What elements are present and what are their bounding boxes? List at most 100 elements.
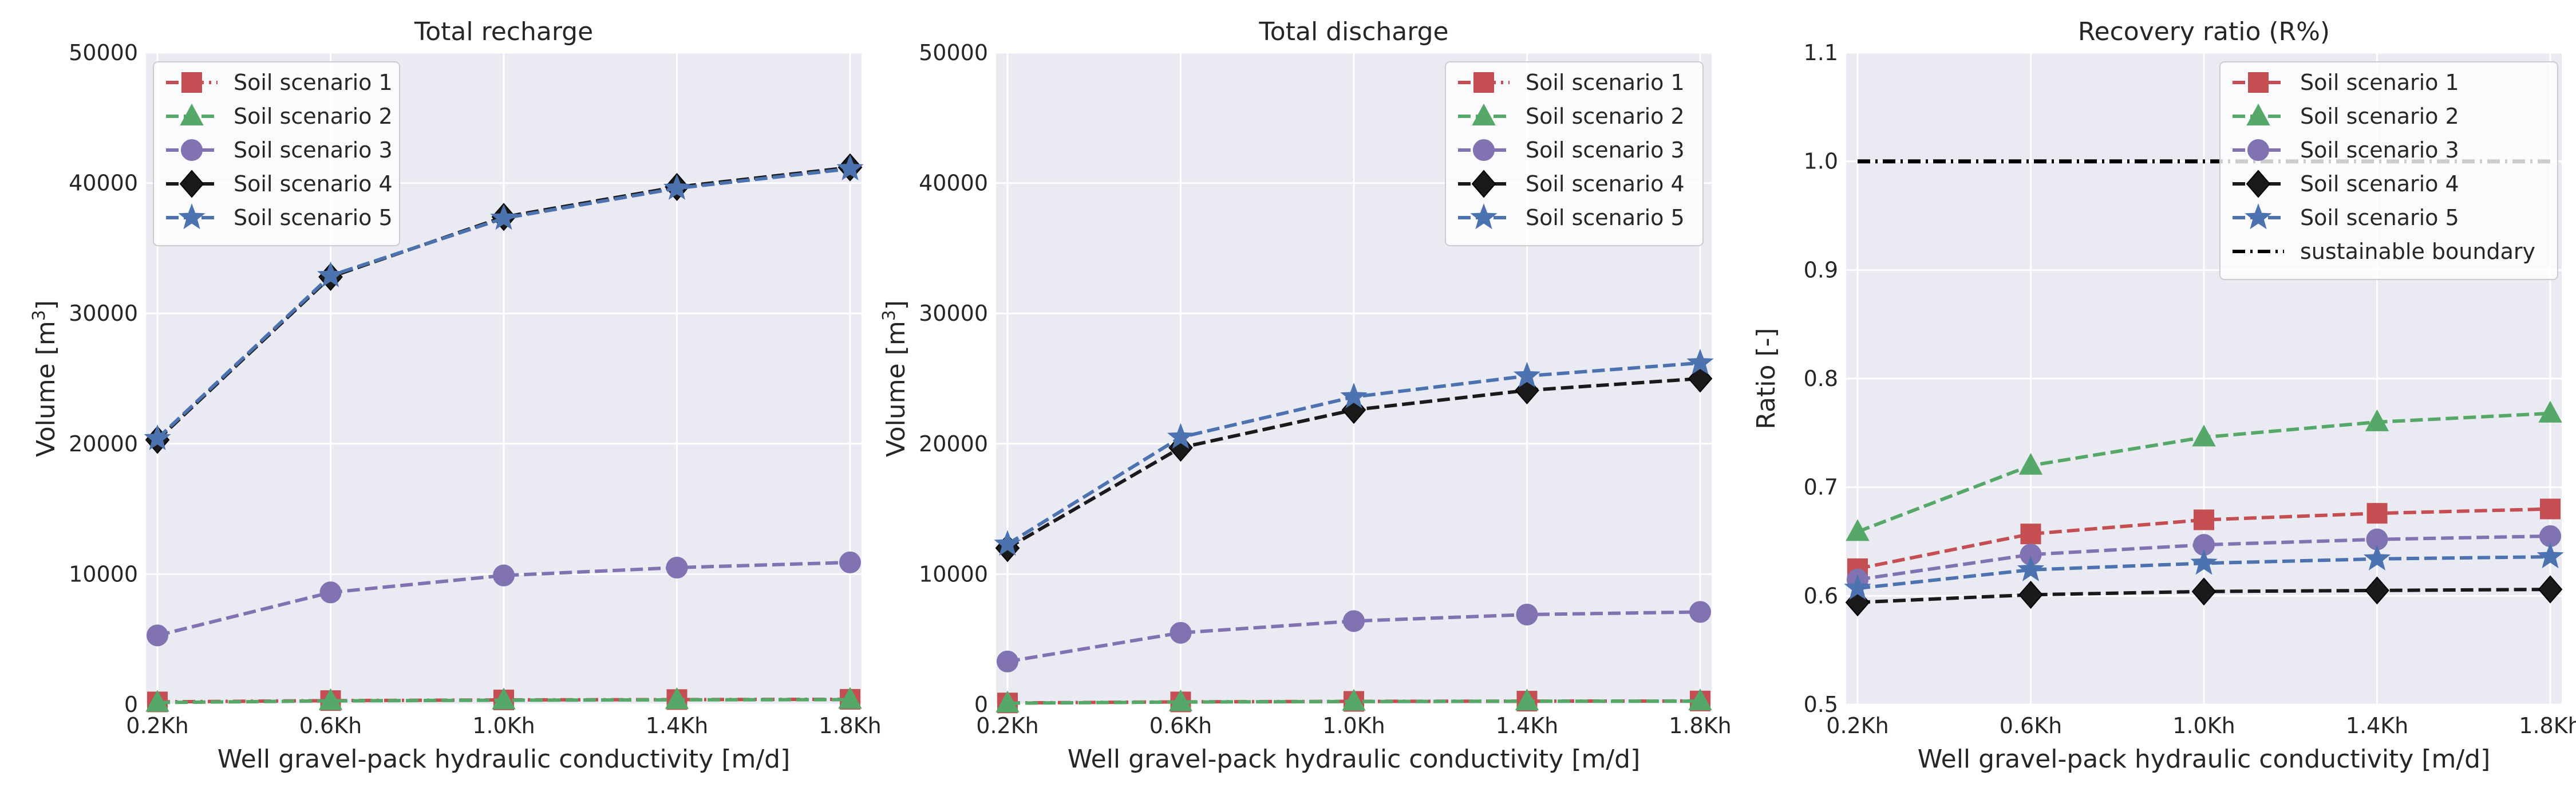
chart-3-xtick-label: 0.2Kh <box>1826 713 1888 738</box>
chart-3-ytick-label: 0.8 <box>1804 366 1838 391</box>
chart-2-series-5 <box>994 348 1714 556</box>
chart-1-legend-marker <box>180 103 204 125</box>
chart-3-ytick-label: 0.6 <box>1804 583 1838 608</box>
chart-3-legend-label: Soil scenario 2 <box>2300 104 2459 129</box>
chart-3-series-2-point <box>2018 452 2043 475</box>
chart-3-ylabel: Ratio [-] <box>1752 328 1781 429</box>
chart-3-series-2 <box>1846 400 2562 541</box>
chart-3-xlabel: Well gravel-pack hydraulic conductivity … <box>1918 745 2491 774</box>
chart-1-series-3-point <box>319 581 342 604</box>
chart-1-series-3-point <box>666 557 688 579</box>
chart-3-legend-label: sustainable boundary <box>2300 239 2535 264</box>
chart-3: 0.5 0.6 0.7 0.8 0.9 1.0 1.1 0.2Kh 0.6Kh 1.0Kh 1.4K… <box>1752 17 2576 774</box>
chart-1-legend-label: Soil scenario 1 <box>234 70 393 95</box>
chart-3-xtick-label: 0.6Kh <box>2000 713 2062 738</box>
chart-3-legend-label: Soil scenario 5 <box>2300 205 2459 230</box>
chart-3-ytick-label: 1.0 <box>1804 149 1838 174</box>
chart-1-xtick-label: 0.6Kh <box>299 713 362 738</box>
chart-1-legend-label: Soil scenario 3 <box>234 137 393 163</box>
chart-2-ytick-label: 0 <box>974 692 988 717</box>
chart-1-series-5-point <box>490 204 517 230</box>
chart-3-series-1-line <box>1857 507 2551 570</box>
chart-1-series-5-point <box>317 261 345 288</box>
chart-1-legend-label: Soil scenario 5 <box>234 205 393 230</box>
chart-3-legend-marker <box>2246 103 2270 125</box>
chart-2-xtick-label: 1.4Kh <box>1496 713 1558 738</box>
chart-1-series-5-point <box>663 174 691 200</box>
chart-2-legend-marker <box>1473 72 1494 93</box>
chart-2-ylabel: Volume [m3] <box>879 300 911 457</box>
chart-2-series-5-point <box>1167 423 1195 449</box>
chart-1-series-3-point <box>493 564 515 587</box>
chart-1-legend-marker <box>181 72 202 93</box>
chart-3-series-5-point <box>2017 555 2045 581</box>
chart-2-series-5-point <box>994 530 1021 556</box>
chart-3-series-5-point <box>2537 542 2564 569</box>
chart-2-ytick-label: 10000 <box>919 561 988 587</box>
chart-2-series-2-point <box>1515 688 1539 711</box>
chart-1-series-2-point <box>145 690 169 712</box>
chart-3-ytick-label: 1.1 <box>1804 40 1838 65</box>
chart-1-legend-marker <box>179 170 204 198</box>
chart-1-legend: Soil scenario 1 Soil scenario 2 Soil scena… <box>153 61 400 246</box>
chart-2-ytick-label: 30000 <box>919 301 988 326</box>
chart-2-legend-label: Soil scenario 1 <box>1526 70 1685 95</box>
chart-2-ytick-label: 20000 <box>919 431 988 457</box>
chart-3-series-1 <box>1847 498 2561 579</box>
chart-3-series-4-point <box>2365 576 2389 605</box>
chart-1-series-2-point <box>492 687 516 710</box>
chart-3-legend-marker <box>2245 203 2272 230</box>
chart-1-series-5 <box>144 154 864 450</box>
chart-2-legend-marker <box>1470 203 1498 230</box>
chart-1-xtick-label: 1.8Kh <box>819 713 881 738</box>
chart-3-series-1-point <box>2366 503 2388 524</box>
chart-2-ytick-label: 50000 <box>919 40 988 65</box>
chart-3-ytick-label: 0.5 <box>1804 692 1838 717</box>
chart-3-series-1-point <box>2194 509 2214 530</box>
chart-3-legend-marker <box>2246 170 2271 198</box>
chart-2-series-3-point <box>1170 621 1192 644</box>
chart-3-series-2-point <box>2192 424 2216 447</box>
chart-3-series-2-point <box>1846 519 1870 541</box>
chart-2-series-2-point <box>1688 688 1712 711</box>
chart-1-series-3 <box>147 551 861 647</box>
chart-2-series-2-point <box>1168 689 1193 711</box>
chart-2-legend-label: Soil scenario 3 <box>1526 137 1685 163</box>
chart-2: 0 10000 20000 30000 40000 50000 0.2Kh 0.6Kh 1.0K… <box>879 17 1732 774</box>
chart-2-legend-label: Soil scenario 5 <box>1526 205 1685 230</box>
chart-3-series-2-point <box>2538 400 2562 423</box>
chart-2-xtick-label: 1.0Kh <box>1322 713 1385 738</box>
chart-1-xtick-label: 1.0Kh <box>472 713 535 738</box>
chart-3-legend-marker <box>2248 72 2269 93</box>
chart-3-legend: Soil scenario 1 Soil scenario 2 Soil scena… <box>2219 61 2558 280</box>
chart-1-legend-label: Soil scenario 2 <box>234 104 393 129</box>
chart-2-series-3-point <box>1516 603 1538 625</box>
chart-3-series-1-point <box>2020 524 2041 545</box>
chart-3-series-5 <box>1844 542 2564 600</box>
chart-3-legend-frame <box>2219 61 2558 280</box>
chart-1-series-2-point <box>838 687 862 709</box>
chart-3-legend-label: Soil scenario 3 <box>2300 137 2459 163</box>
chart-1-legend-label: Soil scenario 4 <box>234 171 393 196</box>
chart-1-legend-frame <box>153 61 400 246</box>
chart-1-xtick-label: 1.4Kh <box>646 713 708 738</box>
chart-1-series-3-point <box>839 551 861 573</box>
chart-1-series-2-point <box>318 688 343 710</box>
chart-2-series-2-point <box>1342 688 1366 711</box>
chart-3-legend-label: Soil scenario 4 <box>2300 171 2459 196</box>
chart-1-series-5-point <box>836 154 864 180</box>
chart-3-xtick-label: 1.4Kh <box>2346 713 2408 738</box>
chart-1-legend-marker <box>178 203 206 230</box>
chart-2-series-2 <box>995 688 1712 713</box>
chart-1-title: Total recharge <box>414 17 593 46</box>
chart-1-ytick-label: 30000 <box>69 301 138 326</box>
chart-2-xtick-label: 1.8Kh <box>1669 713 1731 738</box>
chart-2-legend-frame <box>1445 61 1704 246</box>
chart-1-ytick-label: 20000 <box>69 431 138 457</box>
chart-2-series-3-point <box>1689 601 1711 623</box>
chart-2-series-2-point <box>995 690 1020 713</box>
chart-2-series-3-point <box>997 650 1018 672</box>
chart-1-ytick-label: 40000 <box>69 171 138 196</box>
chart-1-ylabel: Volume [m3] <box>29 300 61 457</box>
